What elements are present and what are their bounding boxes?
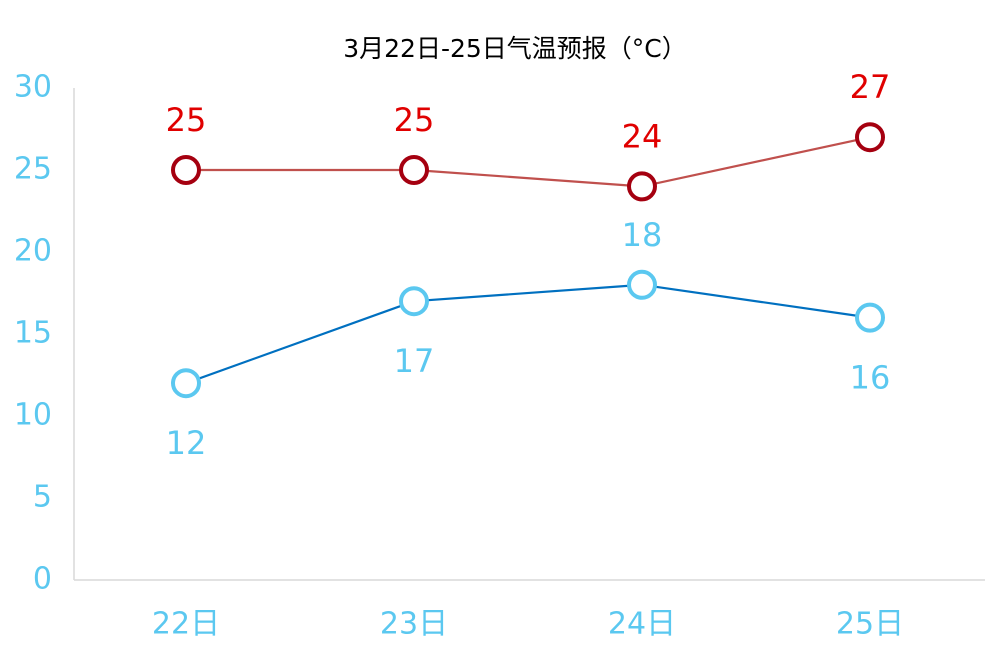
marker: [171, 368, 201, 399]
series-line: [185, 283, 871, 385]
marker: [399, 286, 429, 317]
data-label: 24: [622, 117, 663, 155]
data-label: 18: [622, 216, 663, 254]
data-label: 16: [850, 359, 891, 397]
x-tick-label: 25日: [836, 607, 904, 642]
data-label: 25: [394, 101, 435, 139]
x-tick-label: 23日: [380, 607, 448, 642]
x-tick-label: 22日: [152, 607, 220, 642]
data-label: 12: [166, 424, 207, 462]
y-tick-label: 5: [33, 480, 52, 515]
y-tick-label: 15: [14, 316, 52, 351]
chart-title: 3月22日-25日气温预报（°C）: [343, 34, 687, 63]
series-line: [186, 136, 871, 188]
y-tick-label: 30: [14, 70, 52, 105]
data-label: 27: [850, 68, 891, 106]
marker: [627, 171, 657, 202]
x-tick-label: 24日: [608, 607, 676, 642]
marker: [855, 122, 885, 153]
marker: [855, 302, 885, 333]
y-tick-label: 20: [14, 234, 52, 269]
marker: [171, 155, 201, 185]
data-label: 25: [166, 101, 207, 139]
marker: [399, 155, 429, 185]
y-tick-label: 25: [14, 152, 52, 187]
y-tick-label: 10: [14, 398, 52, 433]
marker: [627, 269, 657, 300]
data-label: 17: [394, 342, 435, 380]
y-tick-label: 0: [33, 562, 52, 597]
